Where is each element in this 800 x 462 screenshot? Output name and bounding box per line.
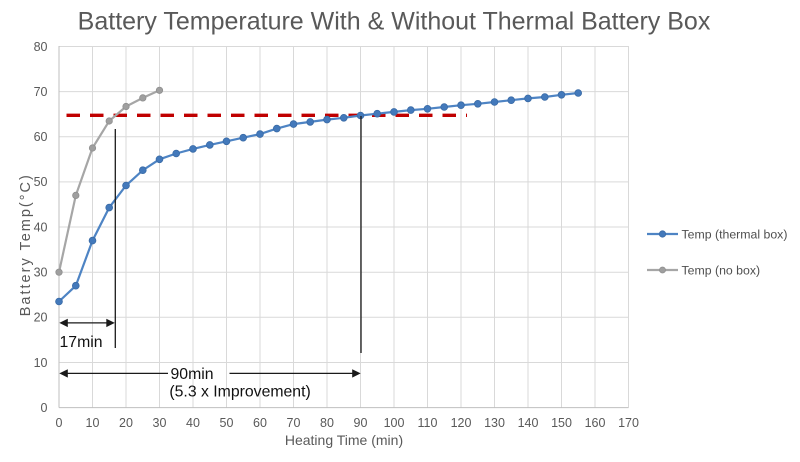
svg-text:130: 130 xyxy=(484,416,505,430)
svg-text:20: 20 xyxy=(34,311,48,325)
svg-text:Temp (no box): Temp (no box) xyxy=(682,263,761,277)
svg-text:Battery Temp(°C): Battery Temp(°C) xyxy=(18,173,34,316)
svg-text:70: 70 xyxy=(34,85,48,99)
svg-text:170: 170 xyxy=(618,416,639,430)
svg-text:80: 80 xyxy=(320,416,334,430)
svg-text:140: 140 xyxy=(518,416,539,430)
svg-text:0: 0 xyxy=(56,416,63,430)
svg-text:60: 60 xyxy=(253,416,267,430)
svg-text:Heating Time (min): Heating Time (min) xyxy=(285,432,403,448)
svg-text:0: 0 xyxy=(41,401,48,415)
svg-text:(5.3 x Improvement): (5.3 x Improvement) xyxy=(169,384,310,401)
svg-text:10: 10 xyxy=(34,356,48,370)
svg-text:17min: 17min xyxy=(60,334,103,351)
svg-text:30: 30 xyxy=(153,416,167,430)
svg-text:20: 20 xyxy=(119,416,133,430)
svg-text:80: 80 xyxy=(34,40,48,54)
svg-text:60: 60 xyxy=(34,130,48,144)
svg-text:50: 50 xyxy=(34,175,48,189)
svg-text:110: 110 xyxy=(418,416,438,430)
svg-text:Temp (thermal box): Temp (thermal box) xyxy=(682,227,788,241)
svg-text:10: 10 xyxy=(86,416,100,430)
svg-text:50: 50 xyxy=(220,416,234,430)
svg-text:120: 120 xyxy=(451,416,472,430)
svg-text:30: 30 xyxy=(34,266,48,280)
svg-text:90min: 90min xyxy=(171,366,214,383)
svg-text:90: 90 xyxy=(354,416,368,430)
svg-text:40: 40 xyxy=(34,220,48,234)
svg-text:Battery Temperature With & Wit: Battery Temperature With & Without Therm… xyxy=(78,8,711,36)
svg-text:70: 70 xyxy=(287,416,301,430)
svg-text:160: 160 xyxy=(585,416,606,430)
svg-text:100: 100 xyxy=(384,416,405,430)
svg-text:40: 40 xyxy=(186,416,200,430)
svg-text:150: 150 xyxy=(551,416,572,430)
